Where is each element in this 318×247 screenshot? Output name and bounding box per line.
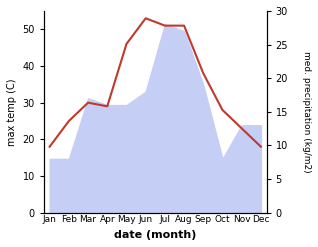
X-axis label: date (month): date (month) xyxy=(114,230,197,240)
Y-axis label: med. precipitation (kg/m2): med. precipitation (kg/m2) xyxy=(302,51,311,173)
Y-axis label: max temp (C): max temp (C) xyxy=(7,78,17,145)
